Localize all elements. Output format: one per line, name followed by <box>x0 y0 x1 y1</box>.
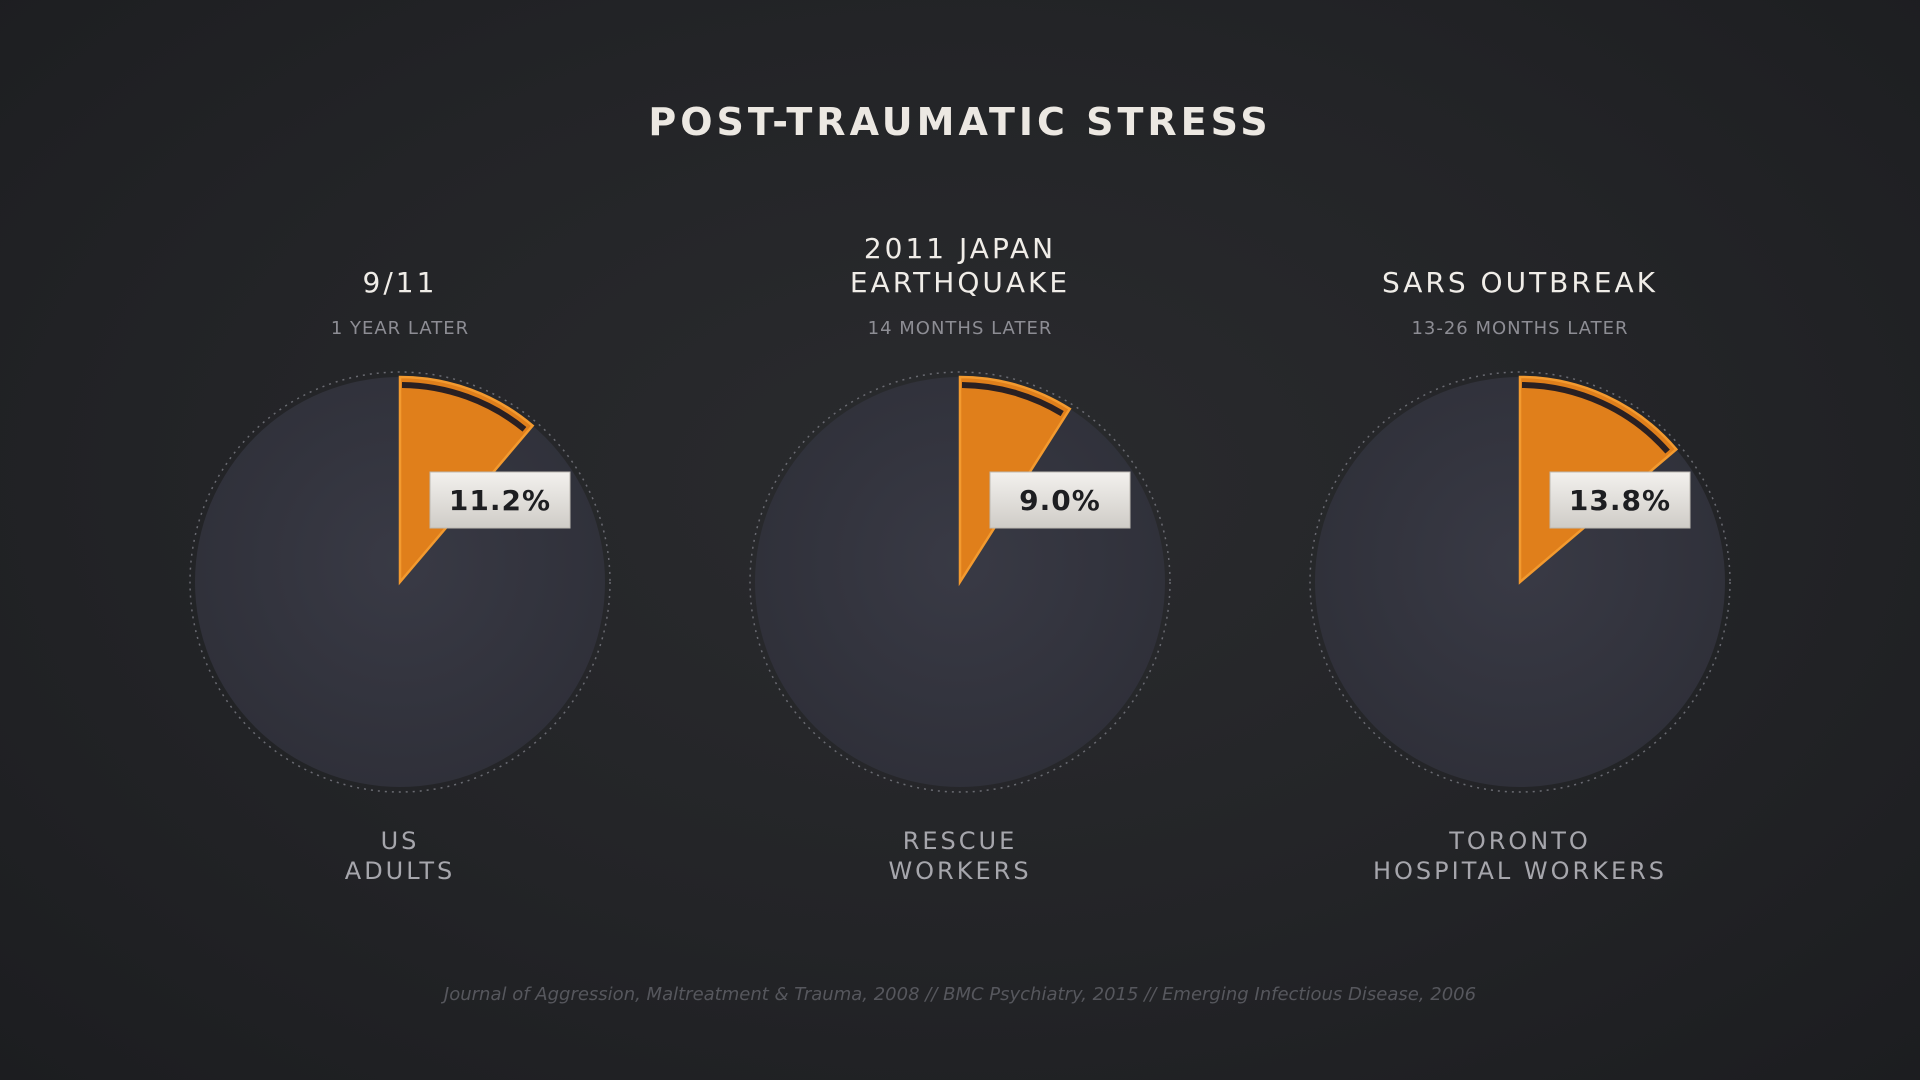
pie-chart: 13.8% <box>1309 371 1731 793</box>
pie-heading: 9/11 <box>80 228 720 300</box>
pie-heading-line: EARTHQUAKE <box>849 266 1071 299</box>
value-label: 9.0% <box>1019 484 1101 517</box>
category-label-line: WORKERS <box>888 857 1032 885</box>
pie-panel: 2011 JAPAN EARTHQUAKE 14 MONTHS LATER 9.0% R… <box>640 0 1280 1080</box>
category-label-line: US <box>380 827 420 855</box>
category-label-line: HOSPITAL WORKERS <box>1372 857 1668 885</box>
value-label: 11.2% <box>449 484 551 517</box>
pie-subtitle: 13-26 MONTHS LATER <box>1411 318 1629 339</box>
pie-chart: 9.0% <box>749 371 1171 793</box>
value-label-box <box>989 471 1131 529</box>
pie-heading: SARS OUTBREAK <box>1200 228 1840 300</box>
pie-slice-edge <box>961 382 1064 417</box>
pie-heading-line: 9/11 <box>362 266 438 299</box>
category-label-line: RESCUE <box>902 827 1018 855</box>
pie-outline <box>189 371 611 793</box>
pie-category-label: US ADULTS <box>80 826 720 886</box>
pie-category-label: RESCUE WORKERS <box>640 826 1280 886</box>
pie-chart: 11.2% <box>189 371 611 793</box>
pie-category-label: TORONTO HOSPITAL WORKERS <box>1200 826 1840 886</box>
source-citation: Journal of Aggression, Maltreatment & Tr… <box>443 984 1477 1005</box>
pie-heading: 2011 JAPAN EARTHQUAKE <box>640 228 1280 300</box>
pie-panel: 9/11 1 YEAR LATER 11.2% US ADULTS <box>80 0 720 1080</box>
pie-subtitle: 1 YEAR LATER <box>330 318 470 339</box>
value-label: 13.8% <box>1569 484 1671 517</box>
value-label-box <box>1549 471 1691 529</box>
category-label-line: TORONTO <box>1449 827 1591 855</box>
category-label-line: ADULTS <box>344 857 456 885</box>
pie-panel: SARS OUTBREAK 13-26 MONTHS LATER 13.8% TORO… <box>1200 0 1840 1080</box>
pie-heading-line: SARS OUTBREAK <box>1381 266 1659 299</box>
pie-outline <box>749 371 1171 793</box>
value-label-box <box>429 471 571 529</box>
pie-subtitle: 14 MONTHS LATER <box>867 318 1053 339</box>
pie-heading-line: 2011 JAPAN <box>863 232 1057 265</box>
pie-outline <box>1309 371 1731 793</box>
pie-slice-edge <box>401 382 527 432</box>
chart-title: POST-TRAUMATIC STRESS <box>648 100 1272 144</box>
pie-slice-edge <box>1521 382 1670 454</box>
